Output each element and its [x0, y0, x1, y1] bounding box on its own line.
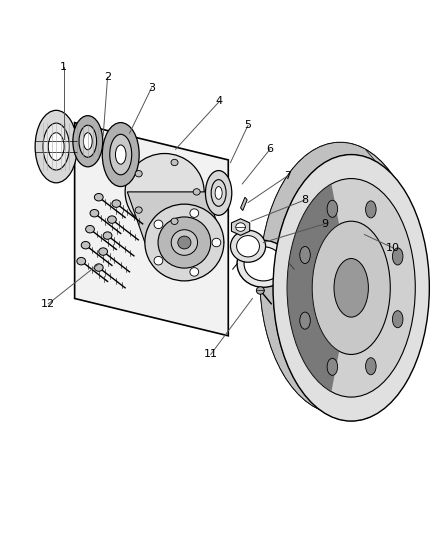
Ellipse shape [90, 209, 99, 217]
Ellipse shape [272, 155, 428, 421]
Text: 12: 12 [41, 299, 55, 309]
Ellipse shape [171, 218, 178, 224]
Polygon shape [259, 142, 374, 421]
Ellipse shape [135, 207, 142, 213]
Ellipse shape [190, 209, 198, 217]
Ellipse shape [311, 221, 389, 354]
Text: 1: 1 [60, 62, 67, 71]
Ellipse shape [171, 230, 197, 255]
Polygon shape [240, 197, 247, 211]
Ellipse shape [230, 230, 265, 262]
Ellipse shape [177, 236, 191, 249]
Ellipse shape [94, 264, 103, 271]
Ellipse shape [103, 232, 112, 239]
Ellipse shape [256, 287, 264, 294]
Ellipse shape [35, 110, 77, 183]
Ellipse shape [171, 159, 178, 166]
Ellipse shape [211, 180, 226, 206]
Ellipse shape [365, 358, 375, 375]
Ellipse shape [236, 236, 259, 257]
Ellipse shape [79, 125, 96, 157]
Text: 9: 9 [321, 219, 328, 229]
Ellipse shape [158, 217, 210, 268]
Ellipse shape [115, 145, 126, 164]
Ellipse shape [94, 193, 103, 201]
Ellipse shape [135, 171, 142, 177]
Ellipse shape [333, 259, 367, 317]
Text: 8: 8 [301, 195, 308, 205]
Ellipse shape [326, 358, 337, 375]
Ellipse shape [392, 311, 402, 328]
Ellipse shape [286, 179, 414, 397]
Ellipse shape [235, 223, 245, 231]
Ellipse shape [43, 123, 69, 170]
Text: 11: 11 [203, 350, 217, 359]
Polygon shape [74, 123, 228, 336]
Ellipse shape [73, 116, 102, 167]
Ellipse shape [107, 216, 116, 223]
Ellipse shape [215, 187, 222, 199]
Ellipse shape [190, 268, 198, 276]
Ellipse shape [244, 247, 282, 281]
Text: 2: 2 [104, 72, 111, 82]
Text: 3: 3 [148, 83, 155, 93]
Ellipse shape [77, 257, 85, 265]
Ellipse shape [145, 204, 223, 281]
Ellipse shape [110, 134, 131, 175]
Ellipse shape [81, 241, 90, 249]
Ellipse shape [205, 171, 231, 215]
Ellipse shape [326, 200, 337, 217]
Ellipse shape [102, 123, 139, 187]
Ellipse shape [237, 240, 289, 287]
Ellipse shape [365, 201, 375, 218]
Ellipse shape [125, 154, 204, 230]
Polygon shape [231, 219, 249, 236]
Text: 6: 6 [266, 144, 273, 154]
Ellipse shape [193, 189, 200, 195]
Text: 5: 5 [244, 120, 251, 130]
Ellipse shape [392, 248, 402, 265]
Polygon shape [127, 192, 223, 243]
Ellipse shape [259, 142, 420, 414]
Polygon shape [286, 184, 338, 392]
Ellipse shape [83, 133, 92, 150]
Ellipse shape [212, 238, 220, 247]
Ellipse shape [112, 200, 120, 207]
Ellipse shape [48, 133, 64, 160]
Ellipse shape [154, 220, 162, 229]
Ellipse shape [154, 256, 162, 265]
Text: 10: 10 [385, 243, 399, 253]
Ellipse shape [299, 312, 310, 329]
Ellipse shape [299, 246, 310, 263]
Ellipse shape [99, 248, 107, 255]
Ellipse shape [85, 225, 94, 233]
Text: 7: 7 [283, 171, 290, 181]
Text: 4: 4 [215, 96, 223, 106]
